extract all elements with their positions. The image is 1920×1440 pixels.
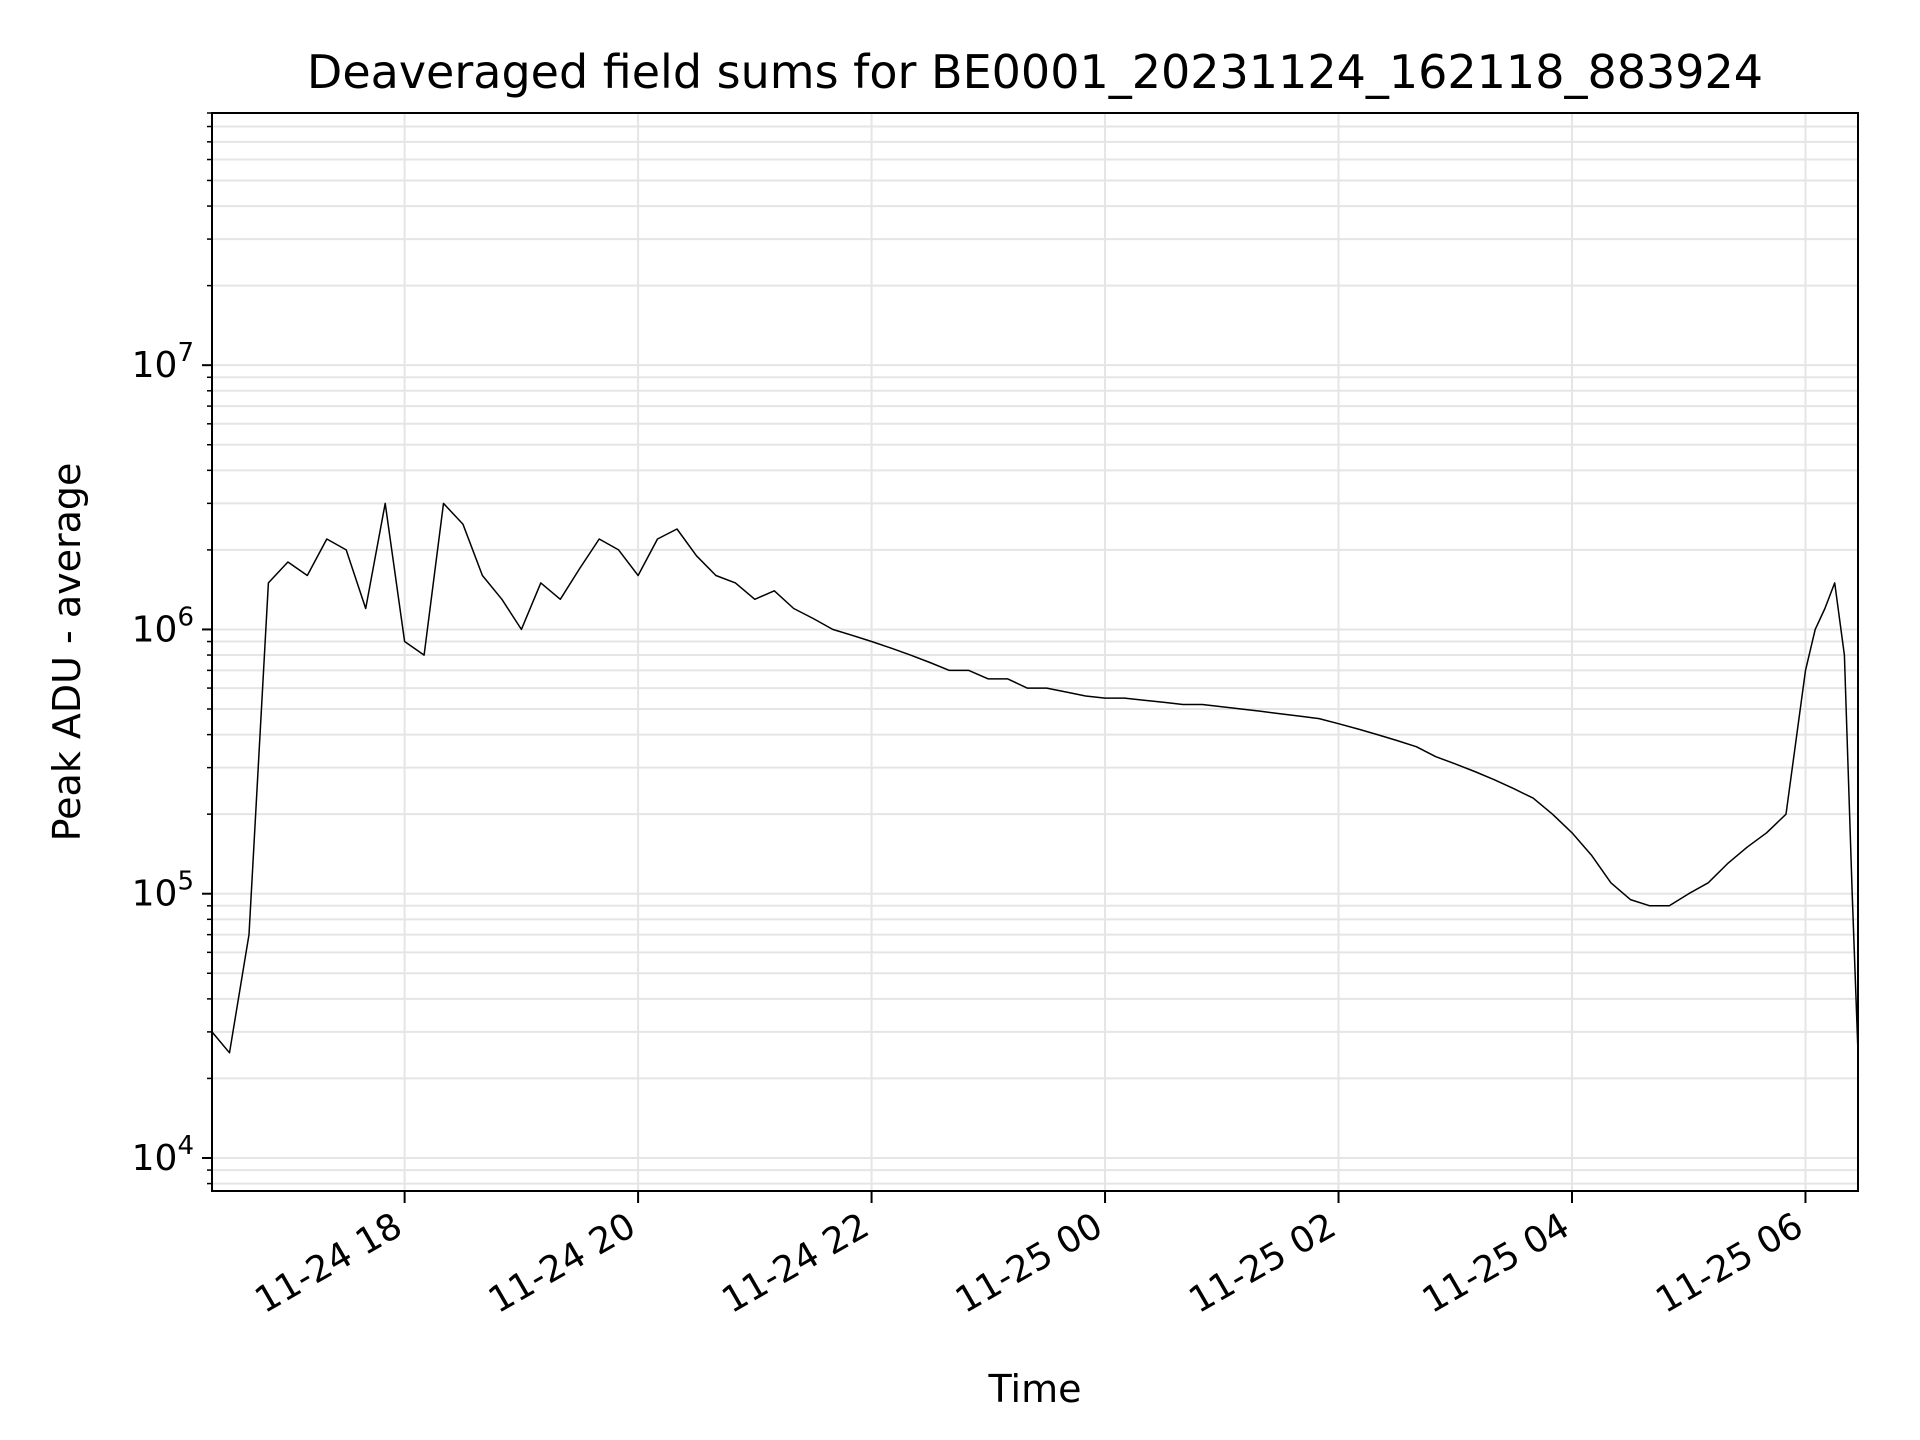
series-layer <box>211 502 1859 1054</box>
x-axis-label: Time <box>988 1367 1082 1411</box>
plot-frame <box>211 112 1859 1192</box>
y-tick-label: 106 <box>132 602 194 650</box>
y-tick-label: 105 <box>132 867 194 915</box>
series-line <box>211 502 1859 1054</box>
y-tick-label: 104 <box>132 1131 194 1179</box>
chart-title: Deaveraged field sums for BE0001_2023112… <box>307 45 1763 99</box>
y-tick-label: 107 <box>132 338 194 386</box>
y-axis-label: Peak ADU - average <box>45 463 89 842</box>
